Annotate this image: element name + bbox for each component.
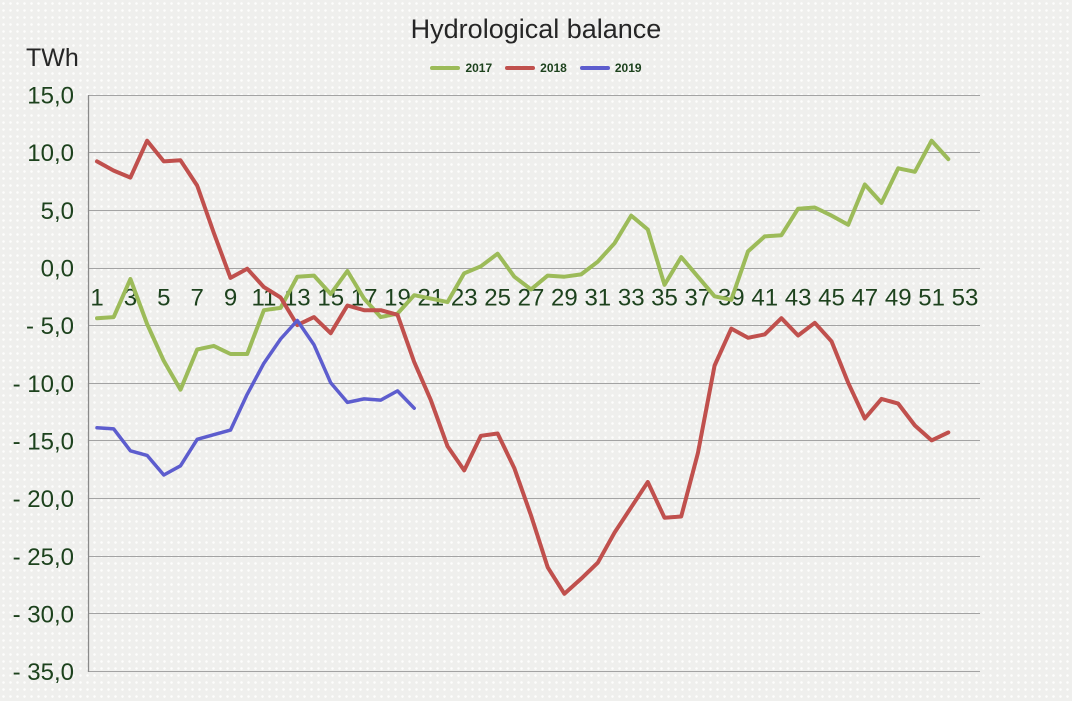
x-tick-label: 15 [317, 285, 344, 312]
legend: 2017 2018 2019 [0, 61, 1072, 75]
y-tick-label: - 30,0 [13, 601, 74, 628]
y-tick-label: - 20,0 [13, 486, 74, 513]
y-axis-unit-label: TWh [26, 44, 79, 72]
y-tick-label: 0,0 [41, 256, 74, 283]
legend-line-swatch-2019 [579, 66, 610, 70]
y-tick-label: - 25,0 [13, 544, 74, 571]
x-tick-label: 1 [90, 285, 103, 312]
y-tick-label: - 5,0 [26, 313, 74, 340]
series-line-2017 [95, 138, 951, 392]
chart-title: Hydrological balance [410, 14, 662, 44]
legend-line-swatch-2018 [505, 66, 536, 70]
x-tick-label: 35 [651, 285, 678, 312]
series-line-2018 [95, 138, 951, 596]
y-tick-label: - 35,0 [13, 659, 74, 686]
legend-item-2019: 2019 [579, 61, 642, 75]
x-tick-label: 19 [384, 285, 411, 312]
x-tick-label: 53 [952, 285, 979, 312]
legend-label-2017: 2017 [465, 61, 493, 75]
y-tick-label: - 10,0 [13, 371, 74, 398]
y-tick-label: - 15,0 [13, 428, 74, 455]
y-tick-label: 5,0 [41, 198, 74, 225]
x-tick-label: 47 [851, 285, 878, 312]
x-tick-label: 43 [785, 285, 812, 312]
series-line-2019 [95, 318, 416, 477]
legend-label-2018: 2018 [540, 61, 567, 75]
legend-item-2018: 2018 [505, 61, 567, 75]
x-tick-label: 25 [484, 285, 511, 312]
legend-item-2017: 2017 [430, 61, 492, 75]
y-tick-label: 10,0 [27, 140, 74, 167]
legend-label-2019: 2019 [614, 61, 642, 75]
x-tick-label: 31 [584, 285, 611, 312]
x-tick-label: 51 [918, 285, 945, 312]
y-tick-label: 15,0 [27, 83, 74, 110]
x-tick-label: 9 [224, 285, 237, 312]
x-tick-label: 41 [751, 285, 778, 312]
legend-line-swatch-2017 [430, 66, 461, 70]
x-tick-label: 29 [551, 285, 578, 312]
x-tick-label: 5 [157, 285, 170, 312]
x-tick-label: 7 [191, 285, 204, 312]
x-tick-label: 33 [618, 285, 645, 312]
x-tick-label: 49 [885, 285, 912, 312]
x-tick-label: 45 [818, 285, 845, 312]
